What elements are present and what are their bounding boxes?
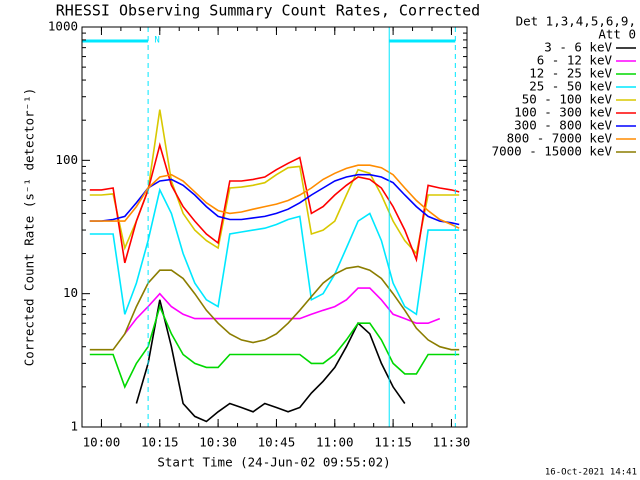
legend-label: 6 - 12 keV	[537, 53, 613, 68]
series-line	[89, 164, 460, 229]
x-tick-label: 10:15	[141, 435, 179, 450]
legend-label: 25 - 50 keV	[529, 79, 612, 94]
y-tick-label: 100	[55, 152, 78, 167]
series-line	[89, 187, 460, 316]
y-axis-label: Corrected Count Rate (s⁻¹ detector⁻¹)	[22, 88, 37, 366]
x-tick-label: 11:15	[374, 435, 412, 450]
plot-frame	[81, 26, 468, 428]
legend-label: 12 - 25 keV	[529, 66, 612, 81]
y-tick-label: 10	[63, 285, 78, 300]
series-line	[89, 265, 460, 351]
x-tick-label: 10:00	[83, 435, 121, 450]
legend-header: Det 1,3,4,5,6,9,	[516, 14, 636, 29]
legend-header: Att 0	[598, 27, 636, 42]
x-tick-label: 11:00	[316, 435, 354, 450]
legend-label: 50 - 100 keV	[522, 92, 613, 107]
y-tick-label: 1	[70, 419, 78, 434]
x-tick-label: 10:30	[199, 435, 237, 450]
series-line	[135, 299, 406, 423]
night-label: N	[154, 36, 159, 46]
x-tick-label: 10:45	[258, 435, 296, 450]
series-line	[89, 173, 460, 226]
legend-label: 3 - 6 keV	[544, 40, 612, 55]
x-tick-label: 11:30	[433, 435, 471, 450]
legend-label: 800 - 7000 keV	[507, 131, 613, 146]
chart-title: RHESSI Observing Summary Count Rates, Co…	[56, 2, 480, 20]
legend-label: 100 - 300 keV	[514, 105, 612, 120]
footer: 16-Oct-2021 14:41	[545, 468, 637, 478]
series-line	[89, 109, 460, 256]
series-line	[89, 142, 460, 264]
legend-label: 7000 - 15000 keV	[492, 144, 613, 159]
y-tick-label: 1000	[48, 19, 78, 34]
series-line	[124, 287, 441, 335]
series-line	[89, 304, 460, 389]
x-axis-label: Start Time (24-Jun-02 09:55:02)	[157, 455, 390, 470]
legend-label: 300 - 800 keV	[514, 118, 612, 133]
